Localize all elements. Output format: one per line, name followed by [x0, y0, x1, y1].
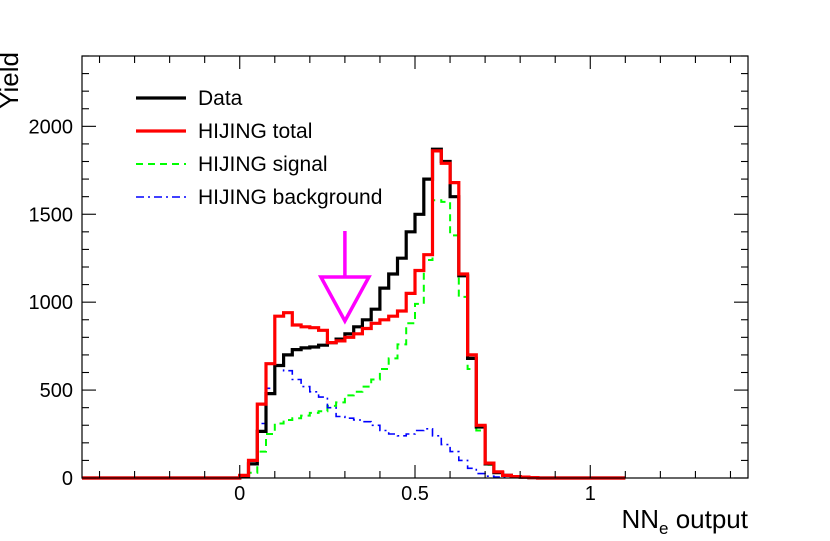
y-tick-label: 500	[40, 380, 73, 402]
x-axis-title: NNe output	[621, 504, 748, 538]
x-axis-title-main: NN	[621, 504, 659, 534]
series-line-hijing-background	[82, 364, 626, 479]
legend-label: Data	[198, 87, 243, 110]
legend-label: HIJING signal	[198, 153, 328, 176]
ticks-layer: 0 0.5 1 0 500 1000 1500 2000	[29, 55, 748, 505]
y-tick-label: 1500	[29, 204, 74, 226]
annotation-layer	[317, 231, 372, 325]
y-tick-label: 2000	[29, 116, 74, 138]
series-line-hijing-total	[82, 149, 626, 480]
x-axis-title-tail: output	[668, 504, 748, 534]
y-axis-title: Yield	[0, 52, 24, 109]
x-tick-label: 0.5	[401, 483, 429, 505]
legend: Data HIJING total HIJING signal HIJING back…	[136, 87, 382, 209]
legend-label: HIJING total	[198, 120, 312, 143]
x-tick-label: 1	[585, 483, 596, 505]
y-tick-label: 1000	[29, 292, 74, 314]
arrow-head	[317, 275, 372, 325]
legend-label: HIJING background	[198, 186, 382, 209]
y-tick-label: 0	[62, 468, 73, 490]
x-axis-title-subscript: e	[659, 519, 668, 538]
series-layer	[82, 147, 626, 480]
x-tick-label: 0	[234, 483, 245, 505]
